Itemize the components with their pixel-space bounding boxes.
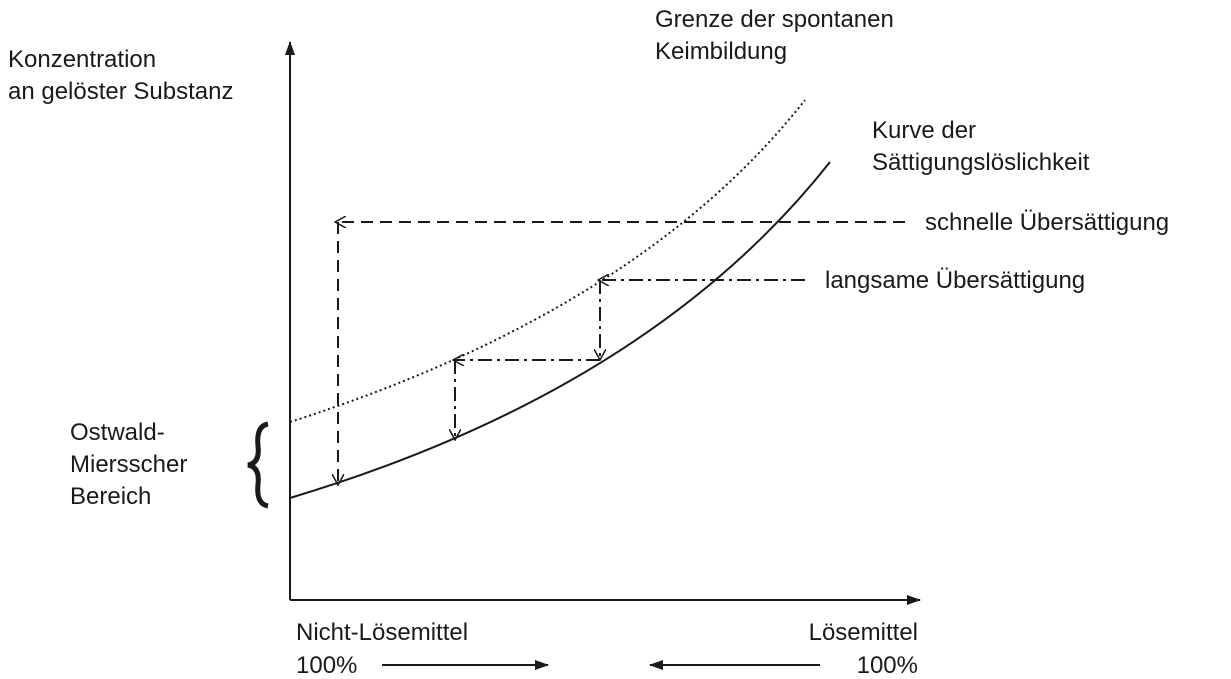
region-label: Miersscher [70, 451, 187, 478]
x-left-label: Nicht-Lösemittel [296, 619, 468, 646]
y-axis-label: Konzentration [8, 46, 156, 73]
upper-curve-label: Grenze der spontanen [655, 6, 894, 33]
x-left-percent: 100% [296, 652, 357, 679]
lower-curve-label: Sättigungslöslichkeit [872, 149, 1090, 176]
y-axis-label: an gelöster Substanz [8, 78, 233, 105]
slow-label: langsame Übersättigung [825, 267, 1085, 294]
region-label: Bereich [70, 483, 151, 510]
fast-label: schnelle Übersättigung [925, 209, 1169, 236]
upper-curve-label: Keimbildung [655, 38, 787, 65]
x-right-percent: 100% [857, 652, 918, 679]
brace [247, 421, 269, 509]
region-label: Ostwald- [70, 419, 165, 446]
saturation-curve [289, 161, 831, 499]
x-right-label: Lösemittel [809, 619, 918, 646]
nucleation-curve [289, 99, 806, 423]
lower-curve-label: Kurve der [872, 117, 976, 144]
